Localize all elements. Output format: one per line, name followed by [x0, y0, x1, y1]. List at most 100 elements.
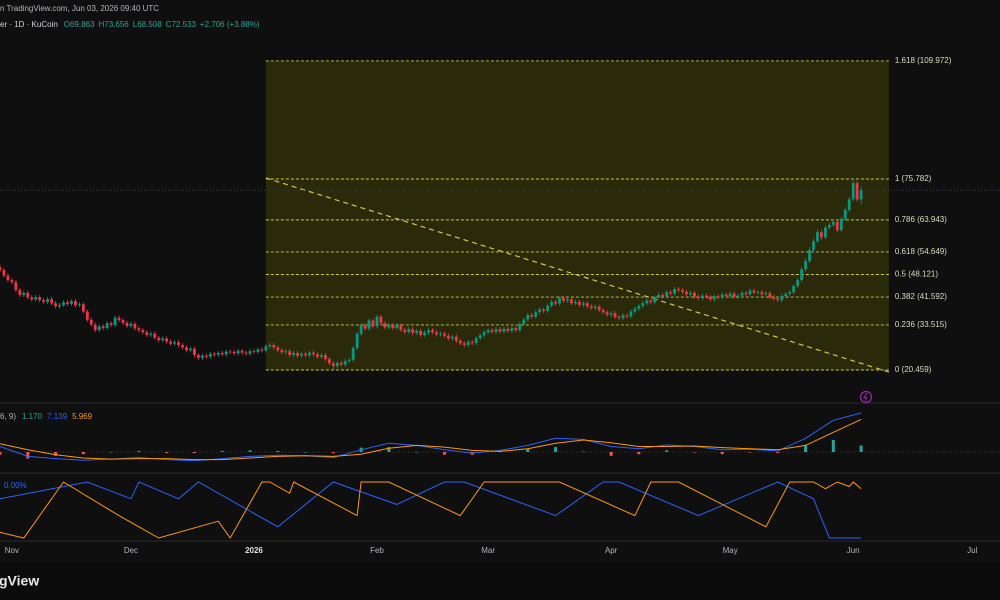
x-tick-label: May — [723, 546, 738, 555]
candle-body — [351, 348, 355, 360]
candle-body — [498, 329, 502, 332]
candle-body — [407, 329, 411, 332]
candle-body — [157, 337, 161, 341]
candle-body — [839, 218, 843, 231]
candle-body — [327, 359, 331, 364]
candle-body — [66, 302, 69, 304]
candle-body — [256, 349, 260, 352]
candle-body — [538, 309, 542, 313]
candle-body — [478, 335, 482, 339]
candle-body — [657, 294, 661, 298]
candle-body — [776, 298, 780, 301]
macd-histogram-bar — [26, 451, 30, 459]
candle-body — [34, 297, 38, 300]
candle-body — [153, 333, 157, 338]
candle-body — [331, 363, 335, 367]
candle-body — [343, 360, 347, 365]
candle-body — [212, 353, 216, 355]
candle-body — [474, 338, 478, 343]
macd-value: 5.969 — [72, 412, 93, 421]
candle-body — [0, 267, 2, 271]
candle-body — [339, 362, 343, 365]
candle-body — [673, 289, 677, 294]
x-tick-label: Jul — [967, 546, 977, 555]
fib-label: 0.236 (33.515) — [895, 320, 947, 329]
candle-body — [593, 306, 597, 309]
candle-body — [800, 269, 803, 281]
candle-body — [641, 303, 645, 306]
candle-body — [375, 316, 379, 327]
candle-body — [85, 311, 89, 320]
candle-body — [629, 311, 633, 317]
candle-body — [625, 315, 629, 317]
macd-histogram-bar — [692, 451, 696, 453]
macd-histogram-bar — [248, 450, 252, 452]
macd-title: 6, 9) — [0, 412, 16, 421]
candle-body — [296, 352, 300, 356]
candle-body — [312, 352, 315, 355]
candle-body — [645, 300, 649, 304]
candle-body — [189, 348, 192, 351]
header-text: O69.863 — [64, 20, 95, 29]
candle-body — [181, 345, 184, 348]
candle-body — [823, 227, 827, 238]
candle-body — [395, 325, 399, 329]
candle-body — [383, 323, 387, 328]
candle-body — [232, 351, 236, 354]
candle-body — [89, 319, 93, 325]
candle-body — [796, 280, 800, 286]
candle-body — [10, 280, 14, 283]
macd-histogram-bar — [137, 450, 141, 452]
macd-histogram-bar — [387, 447, 391, 452]
candle-body — [808, 250, 811, 262]
candle-body — [514, 328, 518, 331]
macd-histogram-bar — [415, 451, 419, 453]
candle-body — [558, 298, 561, 304]
candle-body — [724, 294, 728, 296]
logo: gView — [0, 573, 39, 589]
candle-body — [347, 359, 351, 361]
candle-body — [173, 342, 177, 344]
candle-body — [450, 336, 454, 339]
candle-body — [454, 336, 458, 341]
candle-body — [73, 301, 77, 306]
candle-body — [22, 292, 26, 295]
macd-histogram-bar — [637, 451, 641, 455]
candle-body — [280, 350, 284, 353]
candle-body — [534, 312, 538, 317]
candle-body — [816, 232, 819, 242]
header-text: +2.706 (+3.88%) — [200, 20, 260, 29]
candle-body — [439, 333, 442, 335]
candle-body — [125, 322, 129, 327]
candle-body — [605, 312, 609, 315]
macd-histogram-bar — [831, 439, 835, 452]
candle-body — [30, 297, 34, 300]
candle-body — [466, 341, 470, 346]
candle-body — [462, 343, 466, 346]
macd-line — [0, 412, 862, 462]
macd-value: 7.139 — [47, 412, 68, 421]
candle-body — [224, 351, 228, 355]
alert-icon[interactable] — [859, 390, 873, 404]
macd-histogram-bar — [526, 448, 530, 452]
candle-body — [827, 224, 831, 228]
candle-body — [740, 292, 744, 296]
candle-body — [252, 351, 256, 353]
candle-body — [748, 290, 752, 295]
candle-body — [728, 293, 732, 296]
candle-body — [712, 296, 716, 300]
candle-body — [363, 324, 367, 329]
candle-body — [248, 351, 252, 354]
candle-body — [292, 352, 296, 356]
candle-body — [820, 232, 823, 238]
candle-body — [411, 329, 415, 333]
candle-body — [141, 330, 145, 333]
candle-body — [546, 305, 550, 311]
oscillator-line — [0, 481, 862, 539]
oscillator-title: 0.00% — [4, 481, 27, 490]
candle-body — [570, 299, 573, 304]
fib-label: 0.5 (48.121) — [895, 270, 938, 279]
alert-icon-bolt — [863, 392, 868, 402]
candle-body — [530, 314, 534, 317]
